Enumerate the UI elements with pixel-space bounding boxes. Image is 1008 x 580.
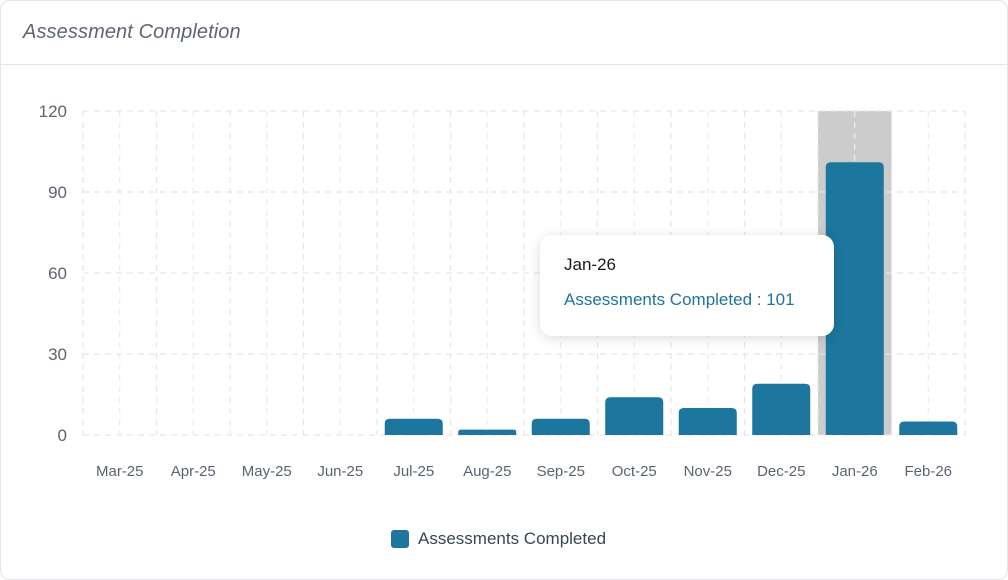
bar-jul-25[interactable] [384,418,443,435]
tooltip-value: Assessments Completed : 101 [564,290,795,309]
legend-label: Assessments Completed [418,529,607,548]
y-tick-label: 60 [48,264,67,283]
x-tick-label: Apr-25 [171,463,216,480]
x-tick-label: Jun-25 [317,463,363,480]
bar-dec-25[interactable] [752,383,811,435]
x-tick-label: Nov-25 [684,463,732,480]
x-tick-label: Feb-26 [904,463,952,480]
y-tick-label: 0 [58,426,67,445]
x-tick-label: Dec-25 [757,463,805,480]
tooltip-title: Jan-26 [564,255,616,274]
x-tick-label: Sep-25 [537,463,585,480]
chart-tooltip: Jan-26 Assessments Completed : 101 [540,235,834,336]
bar-oct-25[interactable] [605,397,664,435]
x-tick-label: Jul-25 [393,463,434,480]
y-tick-label: 30 [48,345,67,364]
card-header: Assessment Completion [1,1,1007,65]
bar-aug-25[interactable] [458,429,517,435]
bar-feb-26[interactable] [899,421,958,436]
bar-nov-25[interactable] [678,408,737,435]
chart-title: Assessment Completion [23,21,241,43]
x-tick-label: Jan-26 [832,463,878,480]
bar-sep-25[interactable] [531,418,590,435]
x-tick-label: May-25 [242,463,292,480]
y-tick-label: 90 [48,183,67,202]
bar-jan-26[interactable] [825,162,884,436]
legend-swatch [391,530,409,548]
x-tick-label: Mar-25 [96,463,144,480]
x-tick-label: Aug-25 [463,463,511,480]
x-tick-label: Oct-25 [612,463,657,480]
y-tick-label: 120 [39,102,67,121]
chart-legend[interactable]: Assessments Completed [391,529,606,549]
